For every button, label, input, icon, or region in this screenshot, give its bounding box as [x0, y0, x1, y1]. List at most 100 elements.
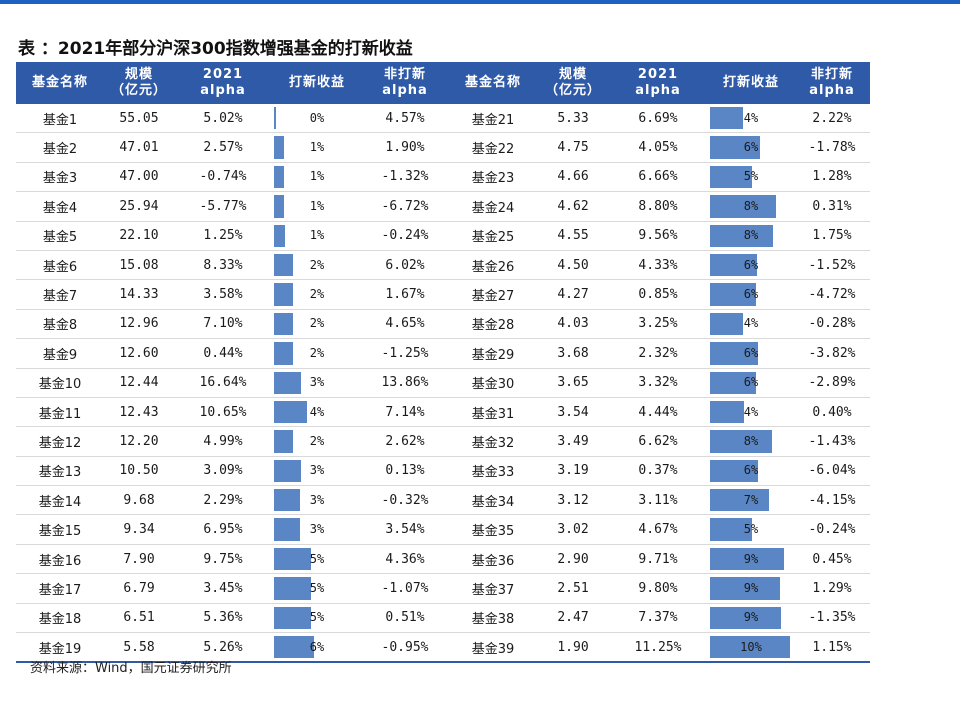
fund-size-cell: 5.33: [538, 104, 608, 134]
table-row: 基金4 25.94 -5.77% 1% -6.72% 基金24 4.62 8.80% 8% 0.3…: [16, 191, 870, 222]
ipo-return-bar: [274, 606, 311, 630]
table-row: 基金12 12.20 4.99% 2% 2.62% 基金32 3.49 6.62% 8% -1.4…: [16, 426, 870, 457]
alpha-2021-cell: 2.57%: [174, 132, 272, 163]
fund-name-cell: 基金11: [16, 397, 104, 428]
table-row: 基金1 55.05 5.02% 0% 4.57% 基金21 5.33 6.69% 4% 2.22%: [16, 104, 870, 134]
non-ipo-alpha-cell: -1.25%: [362, 338, 448, 369]
ipo-return-label: 8%: [743, 228, 759, 243]
alpha-2021-cell: 4.99%: [174, 426, 272, 457]
source-note: 资料来源：Wind，国元证券研究所: [30, 661, 232, 676]
ipo-return-cell: 1%: [272, 221, 362, 251]
fund-size-cell: 12.20: [104, 426, 174, 457]
non-ipo-alpha-cell: -2.89%: [794, 368, 870, 398]
fund-size-cell: 3.49: [538, 426, 608, 457]
column-header-line1: 基金名称: [464, 75, 521, 90]
column-header-line1: 2021: [202, 67, 244, 82]
ipo-return-label: 5%: [309, 580, 325, 595]
fund-name-cell: 基金23: [448, 162, 538, 193]
non-ipo-alpha-cell: 13.86%: [362, 368, 448, 398]
fund-size-cell: 12.43: [104, 397, 174, 428]
alpha-2021-cell: 3.58%: [174, 279, 272, 310]
ipo-return-label: 5%: [743, 169, 759, 184]
ipo-return-label: 1%: [309, 198, 325, 213]
fund-size-cell: 4.62: [538, 191, 608, 222]
ipo-return-bar: [274, 312, 294, 336]
fund-name-cell: 基金39: [448, 632, 538, 664]
alpha-2021-cell: 6.95%: [174, 514, 272, 545]
fund-name-cell: 基金16: [16, 544, 104, 575]
fund-name-cell: 基金24: [448, 191, 538, 222]
ipo-return-cell: 3%: [272, 368, 362, 398]
alpha-2021-cell: 9.80%: [608, 573, 708, 604]
fund-size-cell: 4.66: [538, 162, 608, 193]
fund-size-cell: 3.65: [538, 368, 608, 398]
fund-size-cell: 12.96: [104, 309, 174, 340]
alpha-2021-cell: 3.11%: [608, 485, 708, 516]
ipo-return-label: 9%: [743, 580, 759, 595]
fund-name-cell: 基金18: [16, 603, 104, 634]
column-header-line1: 打新收益: [288, 75, 345, 90]
non-ipo-alpha-cell: -4.15%: [794, 485, 870, 516]
ipo-return-cell: 4%: [708, 104, 794, 134]
non-ipo-alpha-cell: 1.75%: [794, 221, 870, 251]
non-ipo-alpha-cell: 1.67%: [362, 279, 448, 310]
fund-name-cell: 基金2: [16, 132, 104, 163]
alpha-2021-cell: 9.56%: [608, 221, 708, 251]
ipo-return-bar: [274, 136, 285, 159]
ipo-return-cell: 7%: [708, 485, 794, 516]
ipo-return-label: 2%: [309, 345, 325, 360]
ipo-return-bar: [710, 195, 776, 218]
ipo-return-cell: 5%: [272, 573, 362, 604]
ipo-return-label: 1%: [309, 169, 325, 184]
ipo-return-label: 6%: [743, 287, 759, 302]
ipo-return-bar: [274, 577, 311, 600]
non-ipo-alpha-cell: -0.24%: [794, 514, 870, 545]
non-ipo-alpha-cell: -3.82%: [794, 338, 870, 369]
alpha-2021-cell: 4.44%: [608, 397, 708, 428]
alpha-2021-cell: 6.62%: [608, 426, 708, 457]
alpha-2021-cell: 3.25%: [608, 309, 708, 340]
column-header: 规模 （亿元）: [104, 62, 174, 104]
fund-size-cell: 1.90: [538, 632, 608, 664]
table-row: 基金2 47.01 2.57% 1% 1.90% 基金22 4.75 4.05% 6% -1.78…: [16, 132, 870, 163]
non-ipo-alpha-cell: 0.31%: [794, 191, 870, 222]
fund-size-cell: 22.10: [104, 221, 174, 251]
ipo-return-cell: 2%: [272, 279, 362, 310]
fund-size-cell: 6.51: [104, 603, 174, 634]
fund-name-cell: 基金14: [16, 485, 104, 516]
non-ipo-alpha-cell: 7.14%: [362, 397, 448, 428]
alpha-2021-cell: 5.36%: [174, 603, 272, 634]
fund-name-cell: 基金12: [16, 426, 104, 457]
fund-size-cell: 15.08: [104, 250, 174, 281]
fund-name-cell: 基金30: [448, 368, 538, 398]
column-header: 打新收益: [708, 62, 794, 104]
fund-name-cell: 基金37: [448, 573, 538, 604]
alpha-2021-cell: 8.80%: [608, 191, 708, 222]
fund-size-cell: 5.58: [104, 632, 174, 664]
ipo-return-cell: 9%: [708, 573, 794, 604]
column-header-line2: alpha: [200, 83, 246, 98]
non-ipo-alpha-cell: 0.13%: [362, 456, 448, 487]
ipo-return-bar: [710, 136, 760, 159]
table-row: 基金8 12.96 7.10% 2% 4.65% 基金28 4.03 3.25% 4% -0.28…: [16, 309, 870, 340]
non-ipo-alpha-cell: -4.72%: [794, 279, 870, 310]
ipo-return-cell: 2%: [272, 309, 362, 340]
fund-name-cell: 基金17: [16, 573, 104, 604]
column-header-line2: （亿元）: [110, 83, 167, 98]
ipo-return-cell: 6%: [708, 250, 794, 281]
fund-name-cell: 基金7: [16, 279, 104, 310]
ipo-return-bar: [710, 224, 774, 247]
ipo-return-label: 0%: [309, 110, 325, 125]
column-header-line2: alpha: [809, 83, 855, 98]
non-ipo-alpha-cell: 0.45%: [794, 544, 870, 575]
fund-name-cell: 基金34: [448, 485, 538, 516]
ipo-return-bar: [710, 283, 756, 306]
data-table-container: 基金名称 规模 （亿元） 2021 alpha 打新收益 非打新 alpha 基金名称 规模 （亿元…: [16, 62, 870, 664]
ipo-return-label: 3%: [309, 492, 325, 507]
column-header-line2: alpha: [635, 83, 681, 98]
non-ipo-alpha-cell: -0.24%: [362, 221, 448, 251]
ipo-return-label: 6%: [743, 463, 759, 478]
non-ipo-alpha-cell: -1.32%: [362, 162, 448, 193]
alpha-2021-cell: 0.37%: [608, 456, 708, 487]
fund-name-cell: 基金4: [16, 191, 104, 222]
